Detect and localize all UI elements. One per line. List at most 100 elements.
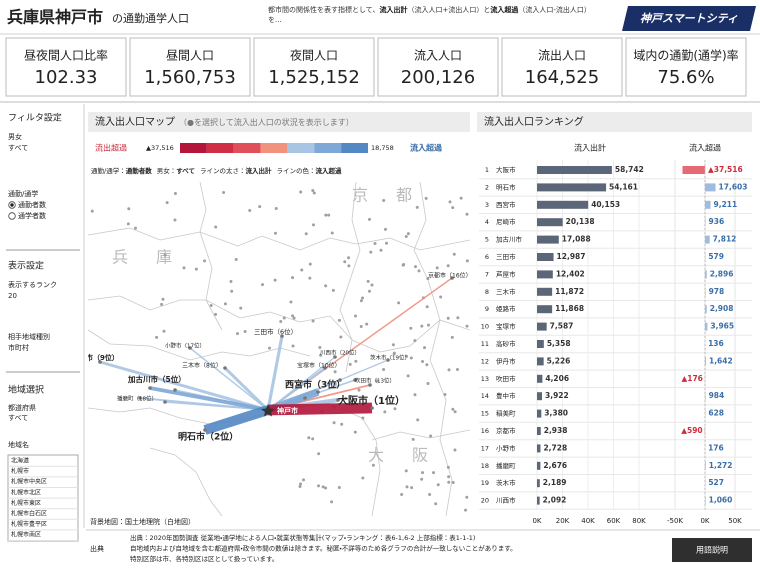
- municipality-dot: [450, 335, 454, 339]
- municipality-dot: [311, 437, 315, 441]
- area-list-item[interactable]: 札幌市東区: [11, 499, 41, 507]
- municipality-dot: [182, 266, 186, 270]
- rank-number: 19: [481, 479, 489, 487]
- area-list-item[interactable]: 札幌市中央区: [11, 478, 47, 486]
- bar: [705, 183, 716, 192]
- municipality-dot: [366, 279, 370, 283]
- rank-number: 1: [485, 166, 489, 174]
- bar-value-label: 978: [709, 287, 725, 296]
- map-filters: 通勤/通学：通勤者数 男女：すべて ラインの太さ：流入出計 ラインの色：流入超過: [91, 166, 342, 175]
- rank-number: 10: [481, 323, 489, 331]
- radio-button[interactable]: [8, 212, 16, 220]
- municipality-dot: [311, 189, 315, 193]
- municipality-dot: [453, 448, 457, 452]
- x-tick-label: 40K: [581, 517, 595, 525]
- municipality-dot: [404, 234, 408, 238]
- municipality-dot: [453, 410, 457, 414]
- city-name: 明石市: [496, 182, 516, 191]
- area-list-item[interactable]: 札幌市南区: [11, 531, 41, 539]
- bar: [682, 166, 705, 174]
- bar-value-label: 12,402: [556, 269, 585, 278]
- glossary-button[interactable]: [672, 538, 752, 562]
- bar-value-label: 2,728: [543, 443, 567, 452]
- municipality-dot: [236, 332, 240, 336]
- bar: [705, 218, 706, 227]
- city-label: 宝塚市（10位）: [297, 362, 341, 370]
- area-list-item[interactable]: 札幌市豊平区: [11, 520, 47, 528]
- rank-number: 3: [485, 201, 489, 209]
- municipality-dot: [348, 362, 352, 366]
- municipality-dot: [406, 232, 410, 236]
- city-dot: [188, 346, 192, 350]
- city-dot: [280, 334, 284, 338]
- area-list-item[interactable]: 札幌市: [11, 467, 29, 475]
- bar: [537, 357, 544, 366]
- boundary: [371, 429, 470, 441]
- map-title-bar: [88, 112, 470, 132]
- column-header: 流入出計: [574, 143, 606, 153]
- bar-value-label: 1,272: [709, 461, 733, 470]
- municipality-dot: [464, 508, 468, 512]
- municipality-dot: [214, 225, 218, 229]
- city-name: 姫路市: [496, 304, 516, 313]
- bar-value-label: ▲176: [681, 374, 702, 383]
- municipality-dot: [365, 322, 369, 326]
- rank-label: 表示するランク: [8, 280, 57, 289]
- municipality-dot: [432, 471, 436, 475]
- bar: [705, 235, 710, 244]
- municipality-dot: [161, 297, 165, 301]
- city-dot: [370, 406, 374, 410]
- municipality-dot: [465, 324, 469, 328]
- city-dot: [173, 388, 177, 392]
- area-list-item[interactable]: 札幌市白石区: [11, 510, 47, 518]
- bar-value-label: 17,088: [562, 235, 591, 244]
- municipality-dot: [222, 191, 226, 195]
- municipality-dot: [426, 277, 430, 281]
- kpi-value: 164,525: [525, 67, 599, 88]
- legend-swatch: [287, 143, 315, 153]
- municipality-dot: [404, 469, 408, 473]
- glossary-button-label[interactable]: 用語説明: [696, 545, 728, 555]
- city-label: 茨木市（19位）: [370, 354, 410, 362]
- municipality-dot: [361, 296, 365, 300]
- bar-value-label: 1,642: [709, 356, 733, 365]
- header-description: 都市間の関係性を表す指標として、流入出計（流入人口+流出人口）と流入超過（流入人…: [268, 5, 598, 25]
- display-title: 表示設定: [8, 261, 44, 272]
- bar-value-label: 4,206: [545, 374, 569, 383]
- home-city-star: [261, 404, 275, 417]
- municipality-dot: [229, 280, 233, 284]
- logo-badge: [622, 6, 756, 31]
- municipality-dot: [248, 208, 252, 212]
- city-name: 西宮市: [496, 200, 516, 209]
- municipality-dot: [369, 250, 373, 254]
- boundary: [199, 181, 223, 331]
- city-label: 小野市（17位）: [165, 342, 205, 350]
- area-list-item[interactable]: 北海道: [11, 457, 29, 465]
- city-name: 宝塚市: [496, 322, 516, 331]
- municipality-dot: [383, 410, 387, 414]
- map: 京 都兵 庫大 阪 京都市（16位） 三田市（6位） 小野市（17位） 三木市（8位） 宝…: [88, 181, 472, 516]
- municipality-dot: [243, 330, 247, 334]
- legend-left-label: 流出超過: [95, 143, 127, 153]
- area-list-item[interactable]: 札幌市北区: [11, 488, 41, 496]
- city-name: 播磨町: [496, 461, 516, 470]
- rank-number: 18: [481, 462, 489, 470]
- bar-value-label: 136: [708, 339, 724, 348]
- map-boundaries: [88, 181, 470, 516]
- flow-line: [223, 366, 270, 412]
- city-label: 京都市（16位）: [428, 272, 472, 280]
- flow-line: [267, 402, 373, 416]
- bar-value-label: 176: [708, 443, 724, 452]
- boundary: [88, 295, 353, 341]
- bar: [537, 340, 544, 348]
- municipality-dot: [258, 205, 262, 209]
- kpi-card: [625, 37, 747, 97]
- municipality-dot: [448, 200, 452, 204]
- bar: [537, 200, 589, 209]
- radio-label: 通勤者数: [18, 200, 46, 209]
- municipality-dot: [446, 316, 450, 320]
- kpi-card: [253, 37, 375, 97]
- x-tick-label: -50K: [667, 517, 683, 525]
- municipality-dot: [359, 299, 363, 303]
